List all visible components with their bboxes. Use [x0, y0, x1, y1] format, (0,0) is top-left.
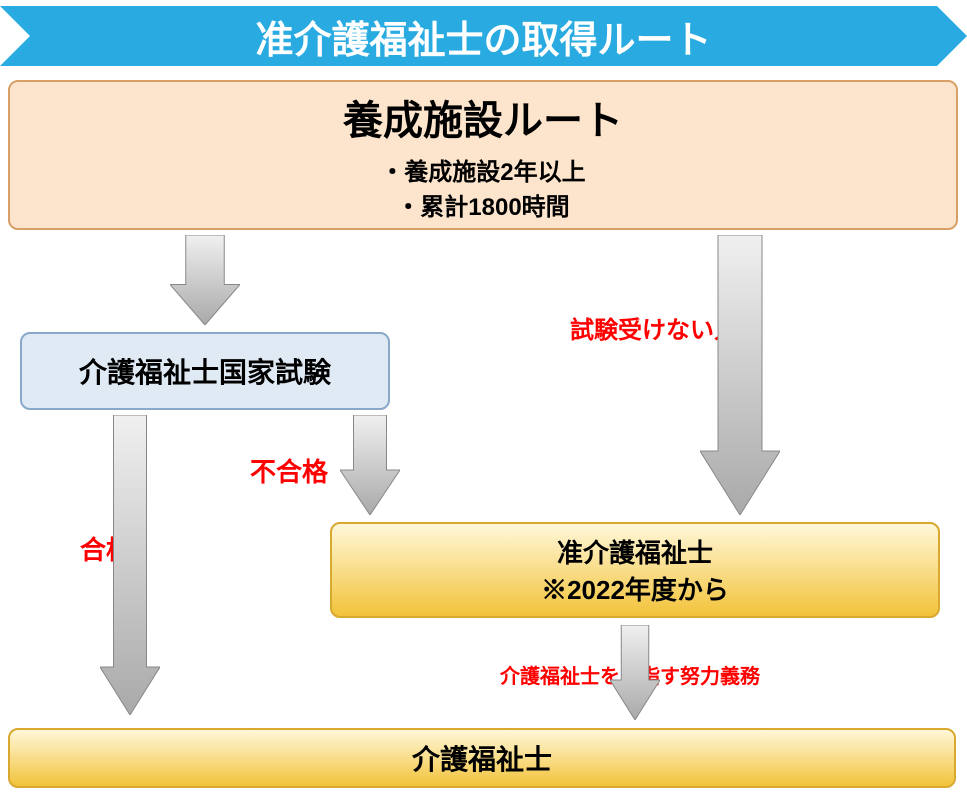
training-title: 養成施設ルート	[343, 88, 623, 146]
training-bullet: ・累計1800時間	[380, 187, 585, 222]
box-care-worker: 介護福祉士	[8, 728, 956, 788]
label-fail: 不合格	[250, 452, 328, 489]
arrow-down-icon	[100, 415, 160, 715]
arrow-down-icon	[610, 625, 660, 720]
box-training-route: 養成施設ルート ・養成施設2年以上・累計1800時間	[8, 80, 958, 230]
box-semi-care-worker: 准介護福祉士 ※2022年度から	[330, 522, 940, 618]
arrow-down-icon	[340, 415, 400, 515]
title-banner: 准介護福祉士の取得ルート	[0, 6, 967, 66]
banner-text: 准介護福祉士の取得ルート	[255, 9, 711, 64]
semi-title: 准介護福祉士	[557, 533, 713, 570]
final-title: 介護福祉士	[412, 738, 552, 778]
exam-title: 介護福祉士国家試験	[79, 351, 331, 391]
arrow-down-icon	[700, 235, 780, 515]
training-bullet: ・養成施設2年以上	[380, 152, 585, 187]
training-bullets: ・養成施設2年以上・累計1800時間	[380, 152, 585, 222]
semi-subtitle: ※2022年度から	[541, 570, 729, 607]
arrow-down-icon	[170, 235, 240, 325]
box-national-exam: 介護福祉士国家試験	[20, 332, 390, 410]
